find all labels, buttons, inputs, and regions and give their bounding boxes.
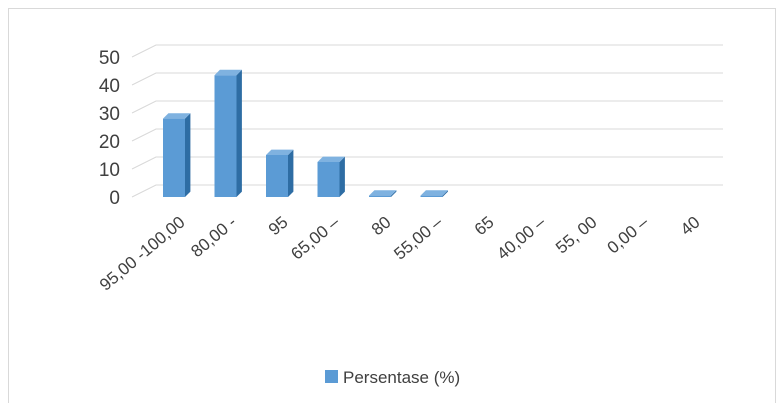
x-category-label: 80,00 -: [187, 213, 240, 262]
legend-label: Persentase (%): [343, 368, 460, 387]
y-tick-label: 50: [99, 48, 120, 69]
gridline: [131, 72, 723, 86]
y-tick-label: 10: [99, 160, 120, 181]
y-tick-label: 30: [99, 104, 120, 125]
y-axis-ticks: 0 10 20 30 40 50: [99, 48, 120, 209]
gridline: [131, 156, 723, 170]
x-category-label: 40: [677, 213, 704, 240]
bar: [163, 113, 191, 197]
x-category-label: 55,00 –: [390, 212, 446, 263]
y-tick-label: 0: [109, 188, 120, 209]
bars: [163, 69, 448, 197]
x-category-label: 55, 00: [552, 213, 600, 258]
bar: [214, 69, 242, 197]
gridlines: [131, 44, 723, 198]
x-category-label: 65: [471, 213, 498, 240]
y-tick-label: 20: [99, 132, 120, 153]
bar: [420, 190, 448, 197]
bar: [266, 149, 294, 197]
gridline: [131, 128, 723, 142]
x-category-label: 95: [265, 213, 292, 240]
bar: [369, 190, 397, 197]
x-category-label: 95,00 -100,00: [96, 213, 189, 295]
legend: Persentase (%): [325, 368, 460, 387]
x-category-label: 40,00 –: [493, 212, 549, 263]
x-category-label: 65,00 –: [287, 212, 343, 263]
y-tick-label: 40: [99, 76, 120, 97]
chart-frame: [8, 8, 776, 403]
gridline: [131, 44, 723, 58]
gridline: [131, 184, 723, 198]
gridline: [131, 100, 723, 114]
x-category-label: 80: [368, 213, 395, 240]
x-category-label: 0,00 –: [604, 212, 653, 257]
legend-swatch: [325, 370, 338, 383]
bar: [317, 156, 345, 197]
